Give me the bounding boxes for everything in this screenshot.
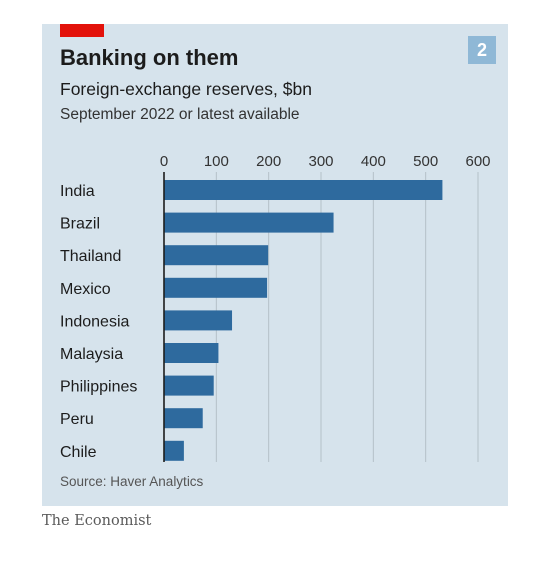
category-label: Brazil [60, 216, 100, 233]
chart-subtitle: Foreign-exchange reserves, $bn [60, 79, 312, 99]
category-label: Philippines [60, 379, 137, 396]
category-label: Chile [60, 444, 97, 461]
bar [164, 343, 219, 363]
bar [164, 277, 268, 298]
bar [164, 212, 334, 233]
bar [164, 180, 443, 200]
accent-tag [60, 24, 104, 37]
category-label: Thailand [60, 248, 121, 265]
bar [164, 408, 203, 429]
category-label: Malaysia [60, 346, 123, 363]
x-tick-label: 300 [308, 153, 333, 170]
category-label: Peru [60, 411, 94, 428]
x-tick-label: 100 [204, 153, 229, 170]
chart-panel [42, 24, 508, 506]
bar [164, 440, 184, 461]
bar [164, 310, 233, 331]
x-tick-label: 200 [256, 153, 281, 170]
x-tick-label: 600 [465, 153, 490, 170]
publisher-logo: The Economist [42, 513, 152, 529]
chart-title: Banking on them [60, 45, 239, 70]
category-label: Mexico [60, 281, 111, 298]
x-tick-label: 500 [413, 153, 438, 170]
chart-number-badge: 2 [468, 36, 496, 64]
category-label: Indonesia [60, 313, 129, 330]
bar [164, 245, 269, 266]
source-note: Source: Haver Analytics [60, 474, 204, 489]
bar [164, 375, 214, 396]
category-label: India [60, 183, 95, 200]
x-tick-label: 0 [160, 153, 168, 170]
chart-date-note: September 2022 or latest available [60, 106, 300, 123]
x-tick-label: 400 [361, 153, 386, 170]
